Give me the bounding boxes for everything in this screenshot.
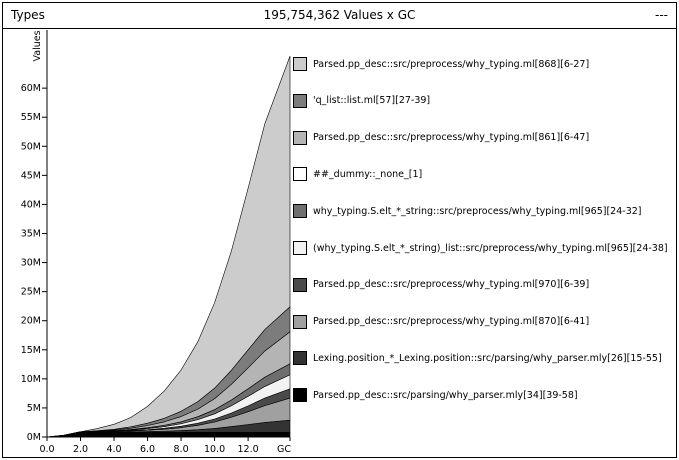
legend-swatch-3 <box>293 167 307 182</box>
legend-item-9: Parsed.pp_desc::src/parsing/why_parser.m… <box>293 387 578 403</box>
x-tick-label-3: 6.0 <box>140 444 155 455</box>
legend-item-4: why_typing.S.elt_*_string::src/preproces… <box>293 203 642 219</box>
legend-item-7: Parsed.pp_desc::src/preprocess/why_typin… <box>293 314 589 330</box>
y-tick-label-1: 5M <box>27 403 41 414</box>
x-tick-label-5: 10.0 <box>204 444 225 455</box>
y-tick-label-12: 60M <box>21 83 41 94</box>
header-title: 195,754,362 Values x GC <box>263 8 416 22</box>
x-tick-label-7: GC <box>277 444 291 455</box>
legend-item-0: Parsed.pp_desc::src/preprocess/why_typin… <box>293 56 589 72</box>
legend-label-9: Parsed.pp_desc::src/parsing/why_parser.m… <box>313 389 578 401</box>
header-right-label: --- <box>655 8 668 22</box>
chart-header: Types 195,754,362 Values x GC --- <box>3 3 676 29</box>
y-tick-label-11: 55M <box>21 112 41 123</box>
x-tick-label-4: 8.0 <box>174 444 189 455</box>
legend-label-4: why_typing.S.elt_*_string::src/preproces… <box>313 205 642 217</box>
x-tick-label-6: 12.0 <box>238 444 259 455</box>
header-left-label: Types <box>11 8 45 22</box>
y-axis-label: Values <box>32 30 43 61</box>
legend-item-3: ##_dummy::_none_[1] <box>293 166 422 182</box>
x-tick-label-1: 2.0 <box>73 444 88 455</box>
legend-label-5: (why_typing.S.elt_*_string)_list::src/pr… <box>313 242 668 254</box>
x-tick-label-2: 4.0 <box>106 444 121 455</box>
area-series-0 <box>46 432 291 438</box>
y-tick-label-0: 0M <box>27 432 41 443</box>
legend-swatch-0 <box>293 57 307 71</box>
legend-label-2: Parsed.pp_desc::src/preprocess/why_typin… <box>313 132 590 144</box>
legend-label-0: Parsed.pp_desc::src/preprocess/why_typin… <box>313 58 590 70</box>
legend-swatch-1 <box>293 93 307 108</box>
x-tick-label-0: 0.0 <box>39 444 54 455</box>
legend-swatch-6 <box>293 277 307 292</box>
y-tick-label-9: 45M <box>21 170 41 181</box>
legend-item-2: Parsed.pp_desc::src/preprocess/why_typin… <box>293 130 589 146</box>
legend-label-8: Lexing.position_*_Lexing.position::src/p… <box>313 352 662 364</box>
legend-item-5: (why_typing.S.elt_*_string)_list::src/pr… <box>293 240 668 256</box>
y-tick-label-10: 50M <box>21 141 41 152</box>
legend-label-6: Parsed.pp_desc::src/preprocess/why_typin… <box>313 279 590 291</box>
legend-item-6: Parsed.pp_desc::src/preprocess/why_typin… <box>293 277 589 293</box>
legend-label-1: 'q_list::list.ml[57][27-39] <box>313 95 431 107</box>
y-tick-label-3: 15M <box>21 345 41 356</box>
y-tick-label-7: 35M <box>21 229 41 240</box>
legend-swatch-7 <box>293 314 307 329</box>
y-tick-label-4: 20M <box>21 316 41 327</box>
y-tick-label-8: 40M <box>21 199 41 210</box>
legend-swatch-4 <box>293 204 307 219</box>
y-tick-label-6: 30M <box>21 258 41 269</box>
legend-item-1: 'q_list::list.ml[57][27-39] <box>293 93 430 109</box>
legend-swatch-8 <box>293 351 307 366</box>
legend-swatch-5 <box>293 241 307 255</box>
legend-swatch-2 <box>293 130 307 145</box>
legend-label-7: Parsed.pp_desc::src/preprocess/why_typin… <box>313 316 590 328</box>
area-series-9 <box>46 55 291 438</box>
y-tick-label-5: 25M <box>21 287 41 298</box>
legend-label-3: ##_dummy::_none_[1] <box>313 168 423 180</box>
y-tick-label-2: 10M <box>21 374 41 385</box>
legend-item-8: Lexing.position_*_Lexing.position::src/p… <box>293 350 662 366</box>
legend-swatch-9 <box>293 388 307 403</box>
